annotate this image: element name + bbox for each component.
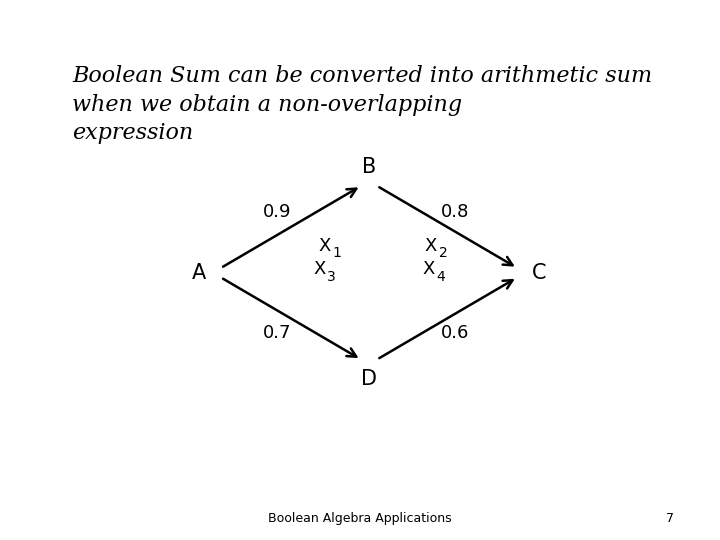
Text: 0.6: 0.6 xyxy=(441,324,469,342)
Text: 7: 7 xyxy=(665,512,674,525)
Text: X: X xyxy=(422,260,434,279)
Text: Boolean Algebra Applications: Boolean Algebra Applications xyxy=(268,512,452,525)
Text: 2: 2 xyxy=(438,246,448,260)
Text: C: C xyxy=(532,262,546,283)
Text: 1: 1 xyxy=(333,246,341,260)
Text: X: X xyxy=(313,260,325,279)
Text: 0.9: 0.9 xyxy=(263,204,291,221)
Text: 0.7: 0.7 xyxy=(263,324,291,342)
Text: X: X xyxy=(425,237,437,255)
Text: 3: 3 xyxy=(327,270,336,284)
Text: 0.8: 0.8 xyxy=(441,204,469,221)
Text: X: X xyxy=(319,237,331,255)
Text: Boolean Sum can be converted into arithmetic sum
when we obtain a non-overlappin: Boolean Sum can be converted into arithm… xyxy=(72,65,652,144)
Text: 4: 4 xyxy=(436,270,445,284)
Text: B: B xyxy=(362,157,376,177)
Text: A: A xyxy=(192,262,206,283)
Text: D: D xyxy=(361,369,377,389)
